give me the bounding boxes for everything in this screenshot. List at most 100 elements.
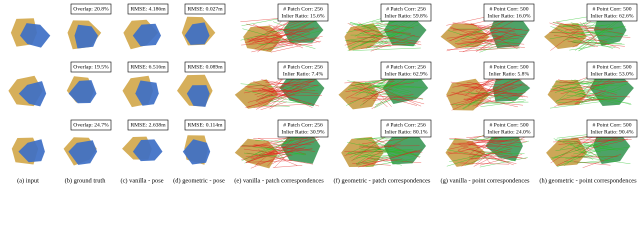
- correspondence-line: [446, 45, 519, 50]
- correspondence-line: [240, 19, 321, 41]
- cell-label: Overlap: 24.7%: [73, 122, 109, 128]
- correspondence-line: [461, 132, 504, 167]
- correspondence-line: [446, 32, 517, 52]
- cell-label: RMSE: 2.638m: [130, 122, 166, 128]
- cell-label: Inlier Ratio: 16.0%: [487, 13, 530, 19]
- label-box: [70, 61, 112, 73]
- cell-label: # Point Corr: 500: [489, 64, 528, 70]
- correspondence-line: [571, 155, 600, 158]
- correspondence-line: [240, 145, 304, 149]
- correspondence-line: [452, 143, 511, 148]
- correspondence-line: [584, 95, 630, 98]
- correspondence-line: [462, 87, 500, 110]
- correspondence-line: [550, 26, 613, 49]
- correspondence-line: [347, 40, 416, 46]
- correspondence-line: [550, 80, 629, 92]
- correspondence-line: [549, 31, 631, 38]
- correspondence-line: [473, 151, 503, 167]
- correspondence-line: [263, 79, 290, 92]
- correspondence-line: [363, 163, 391, 166]
- point-cloud: [135, 80, 159, 106]
- label-box: [380, 61, 432, 80]
- cell-label: # Patch Corr: 256: [386, 64, 426, 70]
- correspondence-line: [252, 80, 313, 108]
- correspondence-line: [352, 158, 403, 164]
- correspondence-line: [370, 44, 407, 46]
- correspondence-line: [464, 85, 518, 95]
- correspondence-line: [346, 20, 401, 33]
- caption: (g) vanilla - point correspondences: [440, 177, 530, 184]
- correspondence-line: [257, 28, 288, 53]
- label-box: [184, 119, 226, 131]
- caption: (a) input: [17, 177, 39, 184]
- label-box: [70, 119, 112, 131]
- correspondence-line: [584, 144, 613, 148]
- correspondence-line: [271, 28, 311, 31]
- cell-label: Inlier Ratio: 15.6%: [281, 13, 324, 19]
- correspondence-line: [377, 144, 392, 149]
- correspondence-line: [460, 162, 510, 165]
- label-box: [127, 61, 169, 73]
- correspondence-line: [344, 27, 400, 46]
- cell-label: # Patch Corr: 256: [283, 122, 323, 128]
- point-cloud: [132, 139, 163, 162]
- correspondence-line: [578, 33, 622, 51]
- correspondence-line: [556, 145, 609, 168]
- correspondence-line: [571, 28, 614, 33]
- correspondence-line: [447, 152, 522, 159]
- correspondence-line: [374, 26, 420, 38]
- figure: Overlap: 20.8% RMSE: 4.186m RMSE: 0.027m # …: [8, 3, 638, 184]
- correspondence-line: [373, 94, 414, 101]
- correspondence-line: [347, 149, 412, 154]
- point-cloud: [18, 139, 45, 163]
- correspondence-line: [246, 23, 295, 37]
- correspondence-line: [241, 144, 312, 146]
- correspondence-line: [563, 25, 626, 41]
- correspondence-line: [356, 149, 400, 159]
- correspondence-line: [252, 23, 298, 46]
- correspondence-line: [582, 78, 614, 94]
- correspondence-line: [459, 47, 519, 52]
- cell-label: # Patch Corr: 256: [386, 122, 426, 128]
- correspondence-line: [357, 81, 395, 86]
- cell-label: # Point Corr: 500: [489, 6, 528, 12]
- correspondence-line: [372, 85, 404, 97]
- correspondence-line: [273, 21, 290, 28]
- cell-label: # Point Corr: 500: [592, 64, 631, 70]
- correspondence-line: [372, 142, 410, 154]
- correspondence-line: [246, 39, 294, 47]
- cell-label: RMSE: 4.186m: [130, 6, 166, 12]
- point-cloud: [18, 81, 47, 107]
- correspondence-line: [346, 24, 398, 48]
- correspondence-line: [266, 20, 315, 52]
- correspondence-line: [262, 45, 285, 51]
- cell-label: Inlier Ratio: 80.1%: [384, 129, 427, 135]
- correspondence-line: [352, 87, 397, 96]
- correspondence-line: [565, 27, 599, 31]
- correspondence-line: [252, 17, 319, 43]
- correspondence-line: [463, 98, 524, 106]
- cell-label: # Patch Corr: 256: [386, 6, 426, 12]
- correspondence-line: [549, 31, 594, 40]
- correspondence-line: [363, 31, 411, 35]
- correspondence-line: [556, 86, 606, 102]
- correspondence-line: [370, 34, 415, 52]
- correspondence-line: [549, 101, 601, 109]
- correspondence-line: [353, 29, 422, 46]
- correspondence-line: [476, 83, 494, 108]
- correspondence-line: [356, 36, 397, 40]
- cell-label: Inlier Ratio: 53.0%: [590, 71, 633, 77]
- correspondence-line: [457, 150, 517, 164]
- cell-label: Inlier Ratio: 7.4%: [283, 71, 324, 77]
- caption: (f) geometric - patch correspondences: [334, 177, 431, 184]
- correspondence-line: [260, 146, 305, 156]
- cell-label: Inlier Ratio: 62.9%: [384, 71, 427, 77]
- point-cloud: [592, 131, 631, 164]
- correspondence-line: [363, 138, 421, 157]
- correspondence-line: [552, 22, 623, 34]
- cell: RMSE: 6.516m: [122, 61, 169, 108]
- correspondence-line: [378, 82, 412, 92]
